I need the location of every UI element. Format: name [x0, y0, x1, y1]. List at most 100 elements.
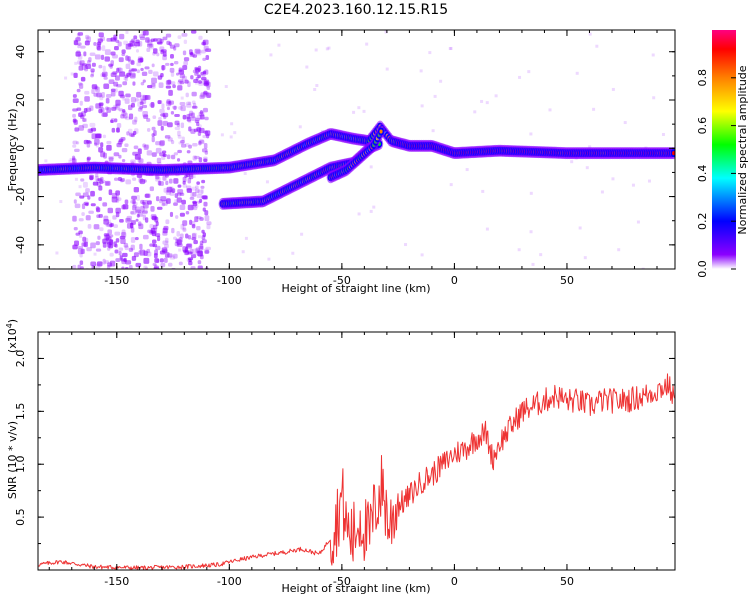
spectrogram-y-tick-label: 20	[14, 93, 27, 107]
noise-cell	[142, 79, 146, 83]
noise-cell	[142, 234, 149, 240]
noise-cell	[158, 181, 164, 186]
noise-cell	[178, 261, 183, 266]
noise-cell	[186, 113, 191, 120]
noise-cell	[73, 119, 78, 125]
noise-cell	[529, 191, 533, 195]
noise-cell	[127, 128, 133, 134]
noise-cell	[202, 232, 207, 238]
noise-cell	[449, 183, 453, 187]
noise-cell	[204, 250, 210, 254]
noise-cell	[174, 199, 178, 203]
noise-cell	[101, 71, 108, 77]
noise-cell	[197, 265, 203, 269]
noise-cell	[111, 127, 116, 133]
noise-cell	[171, 227, 175, 234]
noise-cell	[155, 147, 162, 154]
noise-cell	[144, 95, 150, 100]
noise-cell	[44, 159, 48, 163]
noise-cell	[100, 73, 107, 78]
noise-cell	[177, 130, 181, 137]
noise-cell	[202, 195, 208, 200]
noise-cell	[152, 71, 159, 77]
noise-cell	[185, 92, 189, 98]
noise-cell	[133, 252, 139, 258]
noise-cell	[77, 42, 82, 46]
noise-cell	[74, 127, 80, 132]
noise-cell	[244, 236, 248, 240]
noise-cell	[151, 133, 155, 137]
noise-cell	[112, 215, 117, 220]
noise-cell	[78, 61, 82, 65]
noise-cell	[120, 94, 124, 98]
noise-cell	[162, 153, 167, 157]
noise-cell	[110, 119, 114, 123]
noise-cell	[139, 36, 146, 41]
noise-cell	[121, 53, 126, 57]
noise-cell	[182, 225, 186, 231]
noise-cell	[173, 202, 178, 206]
noise-cell	[93, 42, 97, 46]
noise-cell	[194, 66, 199, 71]
noise-cell	[186, 257, 192, 262]
noise-cell	[122, 252, 128, 258]
noise-cell	[72, 113, 76, 118]
noise-cell	[164, 243, 169, 249]
spectrogram-x-tick-label: -150	[104, 274, 129, 287]
noise-cell	[485, 101, 489, 105]
noise-cell	[156, 206, 163, 210]
noise-cell	[174, 43, 180, 48]
noise-cell	[72, 264, 77, 269]
noise-cell	[135, 218, 139, 222]
noise-cell	[197, 260, 202, 265]
noise-cell	[201, 49, 206, 54]
noise-cell	[97, 178, 103, 182]
noise-cell	[98, 147, 104, 153]
noise-cell	[142, 199, 149, 204]
noise-cell	[191, 100, 196, 105]
noise-cell	[196, 194, 203, 199]
noise-cell	[192, 142, 198, 147]
noise-cell	[206, 221, 212, 226]
noise-cell	[588, 145, 592, 149]
noise-cell	[135, 206, 141, 213]
noise-cell	[161, 202, 166, 207]
noise-cell	[95, 103, 101, 109]
noise-cell	[136, 62, 142, 67]
noise-cell	[82, 118, 88, 122]
noise-cell	[163, 115, 167, 120]
noise-cell	[139, 243, 143, 250]
noise-cell	[177, 184, 182, 188]
noise-cell	[98, 102, 104, 107]
noise-cell	[191, 232, 198, 239]
noise-cell	[179, 81, 185, 85]
noise-cell	[121, 111, 127, 117]
snr-y-tick-label: 1.5	[14, 403, 27, 421]
noise-cell	[172, 105, 178, 109]
snr-y-ticks: 0.5 1.0 1.5 2.0	[14, 331, 675, 571]
noise-cell	[149, 224, 154, 229]
noise-cell	[106, 94, 112, 98]
noise-cell	[124, 76, 128, 82]
noise-cell	[149, 186, 154, 192]
noise-cell	[147, 43, 153, 48]
noise-cell	[114, 118, 118, 123]
noise-cell	[190, 266, 196, 269]
noise-cell	[136, 213, 140, 218]
noise-cell	[119, 235, 126, 240]
noise-cell	[169, 211, 174, 218]
noise-cell	[188, 126, 192, 132]
snr-x-tick-label: -150	[104, 575, 129, 588]
noise-cell	[191, 112, 195, 119]
noise-cell	[86, 143, 91, 148]
snr-x-tick-label: 50	[560, 575, 574, 588]
noise-cell	[481, 189, 485, 193]
noise-cell	[76, 88, 81, 93]
noise-cell	[151, 136, 155, 143]
noise-cell	[142, 30, 149, 36]
noise-cell	[183, 57, 190, 62]
noise-cell	[77, 44, 81, 49]
noise-cell	[190, 128, 196, 134]
noise-cell	[150, 101, 155, 108]
noise-cell	[114, 88, 118, 93]
